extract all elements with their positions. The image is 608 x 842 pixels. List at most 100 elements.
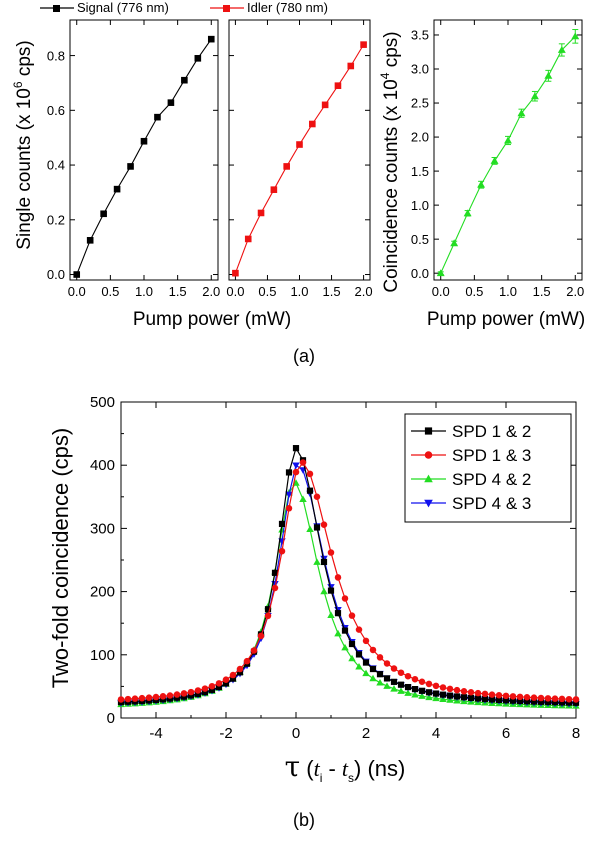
data-point — [530, 698, 538, 705]
legend-label: SPD 4 & 3 — [452, 494, 531, 513]
y-tick-label: 400 — [90, 457, 115, 474]
data-point — [376, 654, 384, 661]
data-point — [348, 640, 356, 648]
data-point — [215, 683, 223, 691]
data-point — [296, 141, 303, 148]
data-point — [481, 690, 489, 698]
data-point — [530, 694, 538, 701]
data-point — [327, 587, 335, 594]
data-point — [397, 687, 405, 694]
data-point — [558, 695, 566, 703]
data-point — [229, 671, 237, 679]
data-point — [166, 692, 174, 699]
data-point — [201, 689, 209, 696]
x-tick-label: -4 — [149, 725, 162, 742]
data-point — [292, 462, 300, 470]
y-tick-label: 0.4 — [47, 158, 65, 173]
data-point — [215, 680, 223, 687]
data-point — [376, 678, 384, 686]
data-point — [285, 469, 293, 476]
data-point — [181, 76, 188, 84]
data-point — [463, 209, 472, 217]
data-point — [467, 688, 475, 696]
data-point — [327, 549, 335, 556]
data-point — [544, 695, 552, 702]
data-point — [474, 695, 482, 702]
data-point — [495, 692, 503, 699]
series-line — [234, 44, 365, 274]
data-point — [229, 675, 237, 682]
y-axis-label-single-counts: Single counts (x 106 cps) — [11, 40, 35, 249]
data-point — [244, 235, 252, 243]
data-point — [404, 672, 412, 680]
data-point — [159, 693, 167, 700]
data-point — [516, 697, 524, 705]
data-point — [502, 697, 510, 704]
data-point — [243, 657, 251, 665]
series-line — [440, 35, 576, 274]
data-point — [306, 487, 314, 494]
data-point — [572, 699, 580, 706]
data-point — [516, 693, 524, 701]
data-point — [313, 558, 321, 565]
data-point — [502, 692, 510, 700]
data-point — [208, 682, 216, 690]
data-point — [347, 62, 355, 70]
legend-signal-label: Signal (776 nm) — [77, 0, 169, 15]
data-point — [488, 691, 496, 698]
panel-label-a: (a) — [293, 346, 315, 366]
x-tick-label: 0.5 — [101, 284, 119, 299]
data-point — [283, 163, 290, 170]
data-point — [390, 685, 398, 692]
data-point — [264, 606, 272, 613]
data-point — [453, 693, 461, 700]
data-point — [355, 663, 363, 670]
data-point — [383, 682, 391, 689]
data-point — [530, 92, 539, 100]
y-tick-label: 0.5 — [411, 232, 429, 247]
data-point — [257, 209, 265, 217]
data-point — [341, 643, 349, 651]
legend-signal: Signal (776 nm) — [40, 0, 169, 15]
data-point — [334, 629, 342, 637]
data-point — [390, 665, 398, 672]
x-tick-label: 1.5 — [169, 284, 187, 299]
data-point — [439, 691, 447, 698]
data-point — [232, 269, 239, 277]
data-point — [271, 584, 279, 592]
data-point — [425, 689, 433, 696]
data-point — [488, 696, 496, 703]
data-point — [187, 692, 195, 699]
data-point — [299, 495, 307, 502]
data-point — [411, 686, 419, 693]
y-tick-label: 0.6 — [47, 103, 65, 118]
data-point — [509, 693, 517, 700]
data-point — [418, 692, 426, 699]
data-point — [270, 186, 278, 193]
y-tick-label: 1.0 — [411, 198, 429, 213]
data-point — [334, 610, 342, 617]
data-point — [557, 45, 566, 53]
x-tick-label: 0.0 — [68, 284, 86, 299]
data-point — [397, 681, 405, 688]
data-point — [418, 678, 426, 686]
data-point — [194, 690, 202, 698]
data-point — [432, 682, 440, 690]
x-tick-label: 1.5 — [323, 284, 341, 299]
legend-label: SPD 1 & 3 — [452, 446, 531, 465]
y-tick-label: 0.0 — [47, 267, 65, 282]
data-point — [306, 525, 314, 532]
data-point — [369, 674, 377, 682]
data-point — [467, 694, 475, 701]
x-tick-label: 1.5 — [533, 284, 551, 299]
legend-label: SPD 4 & 2 — [452, 470, 531, 489]
data-point — [278, 547, 286, 555]
data-point — [490, 156, 499, 164]
y-axis-label-two-fold: Two-fold coincidence (cps) — [48, 428, 73, 688]
data-point — [544, 71, 553, 79]
data-point — [320, 587, 328, 595]
data-point — [73, 271, 81, 278]
x-tick-label: 0.0 — [432, 284, 450, 299]
data-point — [348, 654, 356, 662]
